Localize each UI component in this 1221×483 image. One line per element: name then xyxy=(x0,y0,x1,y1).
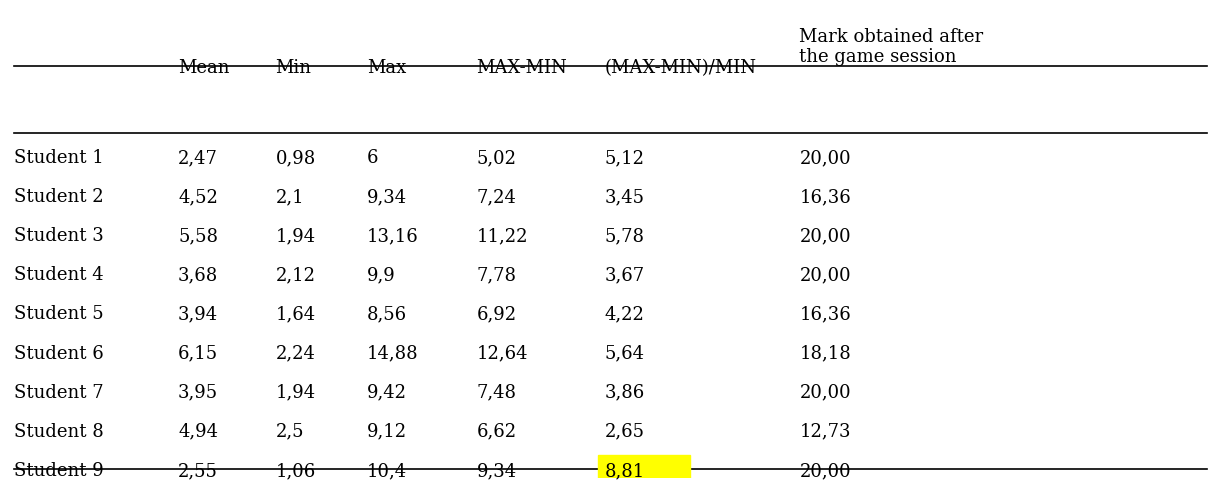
Text: (MAX-MIN)/MIN: (MAX-MIN)/MIN xyxy=(604,58,756,77)
Text: 12,64: 12,64 xyxy=(476,344,527,363)
Text: 16,36: 16,36 xyxy=(800,305,851,324)
Text: MAX-MIN: MAX-MIN xyxy=(476,58,568,77)
Text: 16,36: 16,36 xyxy=(800,188,851,206)
Text: 9,9: 9,9 xyxy=(366,266,396,284)
Text: 4,94: 4,94 xyxy=(178,423,219,441)
FancyBboxPatch shape xyxy=(598,455,690,483)
Text: 4,22: 4,22 xyxy=(604,305,645,324)
Text: 6: 6 xyxy=(366,149,379,167)
Text: 20,00: 20,00 xyxy=(800,266,851,284)
Text: 20,00: 20,00 xyxy=(800,149,851,167)
Text: Mark obtained after
the game session: Mark obtained after the game session xyxy=(800,28,983,67)
Text: Student 5: Student 5 xyxy=(13,305,104,324)
Text: 14,88: 14,88 xyxy=(366,344,419,363)
Text: 3,95: 3,95 xyxy=(178,384,219,402)
Text: 11,22: 11,22 xyxy=(476,227,527,245)
Text: Student 6: Student 6 xyxy=(13,344,104,363)
Text: Min: Min xyxy=(276,58,311,77)
Text: 2,5: 2,5 xyxy=(276,423,304,441)
Text: 6,15: 6,15 xyxy=(178,344,219,363)
Text: 7,24: 7,24 xyxy=(476,188,516,206)
Text: Student 1: Student 1 xyxy=(13,149,104,167)
Text: Student 4: Student 4 xyxy=(13,266,104,284)
Text: 4,52: 4,52 xyxy=(178,188,217,206)
Text: 8,81: 8,81 xyxy=(604,462,645,480)
Text: 2,24: 2,24 xyxy=(276,344,315,363)
Text: 2,47: 2,47 xyxy=(178,149,217,167)
Text: 2,12: 2,12 xyxy=(276,266,315,284)
Text: Student 8: Student 8 xyxy=(13,423,104,441)
Text: 20,00: 20,00 xyxy=(800,227,851,245)
Text: 5,64: 5,64 xyxy=(604,344,645,363)
Text: 7,48: 7,48 xyxy=(476,384,516,402)
Text: 3,86: 3,86 xyxy=(604,384,645,402)
Text: 1,94: 1,94 xyxy=(276,384,315,402)
Text: 20,00: 20,00 xyxy=(800,462,851,480)
Text: Student 2: Student 2 xyxy=(13,188,104,206)
Text: Student 9: Student 9 xyxy=(13,462,104,480)
Text: 5,78: 5,78 xyxy=(604,227,645,245)
Text: 18,18: 18,18 xyxy=(800,344,851,363)
Text: 2,55: 2,55 xyxy=(178,462,217,480)
Text: 1,94: 1,94 xyxy=(276,227,315,245)
Text: 2,65: 2,65 xyxy=(604,423,645,441)
Text: 9,34: 9,34 xyxy=(366,188,407,206)
Text: 5,12: 5,12 xyxy=(604,149,645,167)
Text: 12,73: 12,73 xyxy=(800,423,851,441)
Text: Student 3: Student 3 xyxy=(13,227,104,245)
Text: 1,64: 1,64 xyxy=(276,305,315,324)
Text: 0,98: 0,98 xyxy=(276,149,316,167)
Text: 5,58: 5,58 xyxy=(178,227,219,245)
Text: 3,68: 3,68 xyxy=(178,266,219,284)
Text: Student 7: Student 7 xyxy=(13,384,104,402)
Text: 10,4: 10,4 xyxy=(366,462,407,480)
Text: 3,67: 3,67 xyxy=(604,266,645,284)
Text: 7,78: 7,78 xyxy=(476,266,516,284)
Text: 3,94: 3,94 xyxy=(178,305,219,324)
Text: 1,06: 1,06 xyxy=(276,462,316,480)
Text: Mean: Mean xyxy=(178,58,230,77)
Text: 5,02: 5,02 xyxy=(476,149,516,167)
Text: Max: Max xyxy=(366,58,407,77)
Text: 8,56: 8,56 xyxy=(366,305,407,324)
Text: 9,12: 9,12 xyxy=(366,423,407,441)
Text: 9,34: 9,34 xyxy=(476,462,516,480)
Text: 3,45: 3,45 xyxy=(604,188,645,206)
Text: 9,42: 9,42 xyxy=(366,384,407,402)
Text: 6,92: 6,92 xyxy=(476,305,516,324)
Text: 2,1: 2,1 xyxy=(276,188,304,206)
Text: 6,62: 6,62 xyxy=(476,423,516,441)
Text: 13,16: 13,16 xyxy=(366,227,419,245)
Text: 20,00: 20,00 xyxy=(800,384,851,402)
